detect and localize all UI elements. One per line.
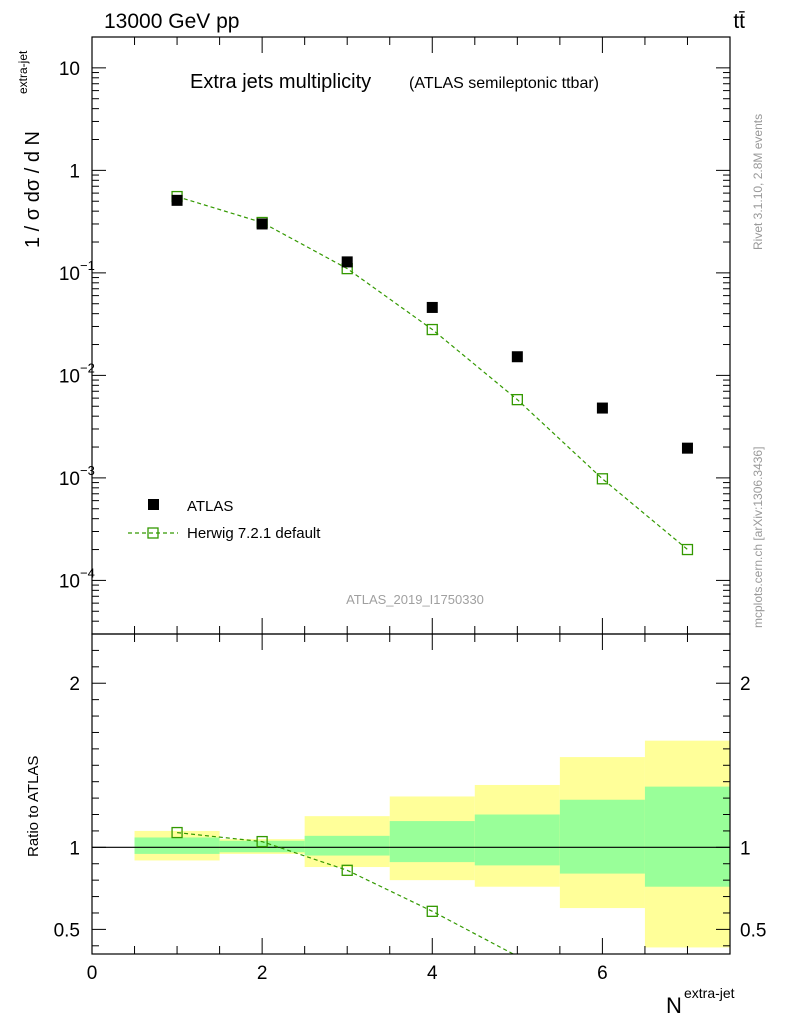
ratio-y-tick-label-right: 1 (740, 838, 751, 859)
herwig-point (681, 543, 694, 556)
atlas-point (596, 402, 608, 414)
herwig-point (426, 323, 438, 336)
atlas-point (256, 218, 268, 230)
y-tick-label: 1 (69, 161, 80, 182)
rivet-label: Rivet 3.1.10, 2.8M events (751, 114, 765, 250)
analysis-id: ATLAS_2019_I1750330 (346, 592, 484, 607)
ratio-y-tick-label-right: 0.5 (740, 920, 766, 941)
x-tick-label: 0 (87, 963, 98, 984)
svg-text:10: 10 (59, 469, 80, 490)
atlas-point (681, 442, 693, 454)
svg-text:10: 10 (59, 59, 80, 80)
svg-text:10: 10 (59, 571, 80, 592)
ratio-stat-band-1 (134, 837, 220, 854)
x-axis-label-superscript: extra-jet (684, 985, 735, 1001)
ratio-y-axis-label: Ratio to ATLAS (25, 756, 42, 857)
atlas-point (511, 351, 523, 363)
x-axis-label: N extra-jet (666, 985, 735, 1018)
x-tick-label: 4 (427, 963, 438, 984)
ratio-stat-band-7 (644, 786, 730, 887)
x-axis-label-main: N (666, 993, 682, 1018)
svg-text:10: 10 (59, 264, 80, 285)
chart-subtitle: (ATLAS semileptonic ttbar) (409, 75, 599, 92)
ratio-stat-band-5 (474, 814, 560, 866)
svg-text:−1: −1 (80, 258, 95, 273)
legend: ATLAS Herwig 7.2.1 default (128, 498, 321, 542)
x-tick-label: 6 (597, 963, 608, 984)
herwig-ratio-point (171, 826, 183, 839)
herwig-ratio-point (256, 835, 268, 848)
svg-text:1: 1 (69, 161, 80, 182)
ratio-y-tick-label-right: 2 (740, 674, 751, 695)
legend-herwig-marker (147, 527, 159, 539)
herwig-ratio-point (426, 905, 438, 917)
chart-title: Extra jets multiplicity (190, 71, 371, 93)
herwig-ratio-point (341, 864, 353, 876)
herwig-point (511, 393, 523, 406)
svg-text:−2: −2 (80, 360, 95, 375)
y-tick-label: 10 (59, 59, 80, 80)
y-tick-label: 10 −1 (59, 258, 95, 285)
legend-herwig-label: Herwig 7.2.1 default (187, 525, 321, 542)
ratio-stat-band-3 (304, 835, 390, 856)
main-marks (171, 190, 694, 556)
energy-label: 13000 GeV pp (104, 10, 239, 33)
y-tick-label: 10 −2 (59, 360, 95, 387)
legend-atlas-label: ATLAS (187, 498, 233, 515)
y-axis-label: 1 / σ dσ / d N extra-jet (16, 50, 44, 248)
y-tick-label: 10 −4 (59, 565, 95, 592)
mcplots-label: mcplots.cern.ch [arXiv:1306.3436] (751, 447, 765, 628)
herwig-curve (176, 196, 688, 550)
herwig-ratio-curve (177, 832, 514, 955)
atlas-point (171, 194, 183, 206)
legend-atlas-marker (148, 499, 159, 510)
x-tick-label: 2 (257, 963, 268, 984)
y-axis-label-main: 1 / σ dσ / d N (22, 131, 44, 248)
ratio-stat-band-6 (559, 799, 645, 874)
ratio-marks (171, 826, 514, 955)
main-frame (91, 36, 731, 635)
ratio-y-tick-label-left: 2 (69, 674, 80, 695)
svg-text:−3: −3 (80, 463, 95, 478)
svg-text:−4: −4 (80, 565, 95, 580)
ratio-panel (92, 740, 730, 948)
ratio-stat-band-4 (389, 821, 475, 863)
svg-text:10: 10 (59, 366, 80, 387)
y-axis-label-superscript: extra-jet (16, 50, 30, 94)
herwig-point (596, 473, 609, 485)
ratio-y-tick-label-left: 1 (69, 838, 80, 859)
ratio-y-tick-label-left: 0.5 (54, 920, 80, 941)
atlas-point (341, 256, 353, 268)
process-label: tt̄ (733, 10, 745, 33)
y-tick-label: 10 −3 (59, 463, 95, 490)
ratio-frame (91, 633, 731, 955)
atlas-point (426, 301, 438, 313)
